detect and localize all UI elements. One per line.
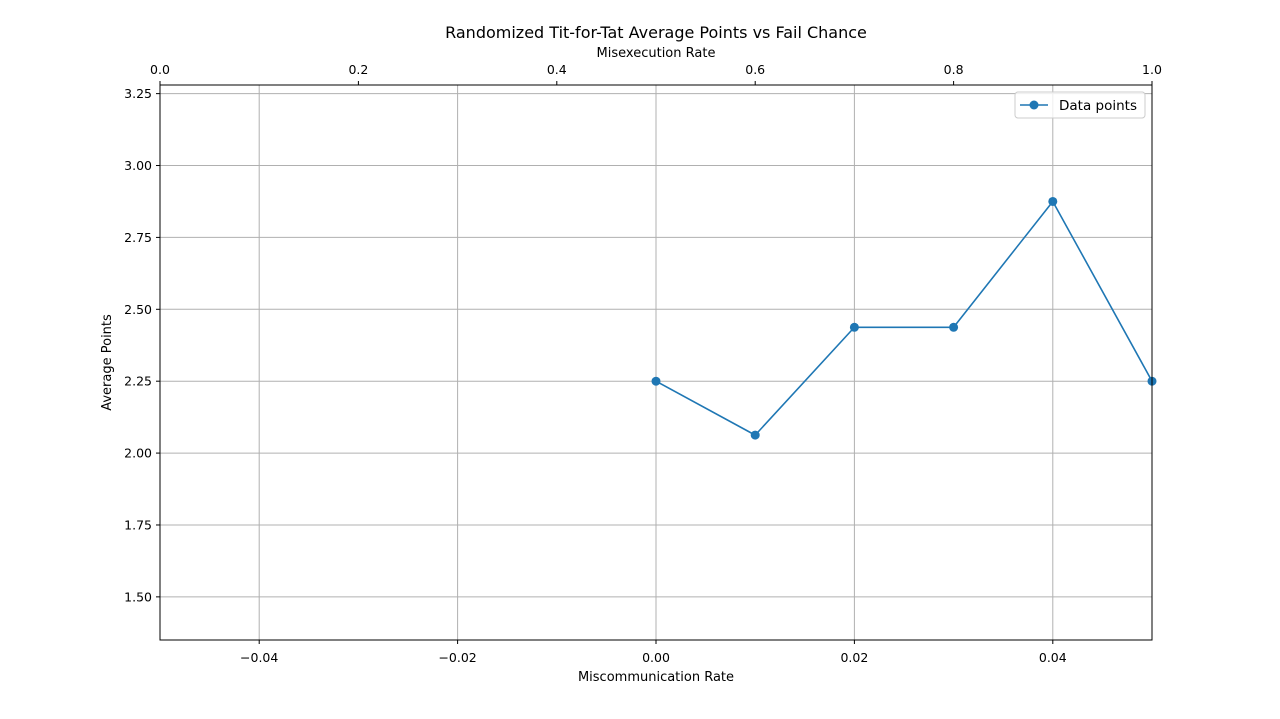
legend-entry: Data points xyxy=(1059,98,1137,114)
top-x-tick-label: 0.6 xyxy=(745,62,765,77)
top-x-tick-label: 0.8 xyxy=(944,62,964,77)
top-x-tick-label: 0.0 xyxy=(150,62,170,77)
top-x-tick-label: 0.2 xyxy=(348,62,368,77)
x-tick-label: −0.04 xyxy=(240,650,278,665)
y-tick-label: 2.50 xyxy=(124,302,152,317)
series-line xyxy=(655,200,1153,436)
top-x-axis-label: Misexecution Rate xyxy=(597,46,716,61)
top-x-tick-label: 1.0 xyxy=(1142,62,1162,77)
y-tick-label: 1.50 xyxy=(124,589,152,604)
top-x-tick-label: 0.4 xyxy=(547,62,567,77)
ticks: −0.04 −0.02 0.00 0.02 0.04 0.0 0.2 0.4 0.6 0.8 1.0… xyxy=(124,62,1162,665)
y-tick-label: 1.75 xyxy=(124,517,152,532)
x-tick-label: 0.04 xyxy=(1039,650,1067,665)
data-point xyxy=(949,322,959,332)
x-tick-label: 0.02 xyxy=(840,650,868,665)
x-tick-label: −0.02 xyxy=(438,650,476,665)
chart-title: Randomized Tit-for-Tat Average Points vs… xyxy=(445,23,867,42)
y-tick-label: 3.00 xyxy=(124,158,152,173)
y-tick-label: 2.00 xyxy=(124,446,152,461)
data-point xyxy=(651,376,661,386)
legend-box xyxy=(1014,91,1146,119)
grid xyxy=(160,85,1152,640)
series-layer xyxy=(651,196,1157,440)
y-tick-label: 3.25 xyxy=(124,86,152,101)
y-axis-label: Average Points xyxy=(100,314,115,411)
y-tick-label: 2.25 xyxy=(124,374,152,389)
data-point xyxy=(849,322,859,332)
x-tick-label: 0.00 xyxy=(642,650,670,665)
y-tick-label: 2.75 xyxy=(124,230,152,245)
data-point xyxy=(750,430,760,440)
x-axis-label: Miscommunication Rate xyxy=(578,670,734,685)
data-point xyxy=(1048,196,1058,206)
legend-marker xyxy=(1029,100,1039,110)
legend: Data points xyxy=(1014,91,1146,119)
